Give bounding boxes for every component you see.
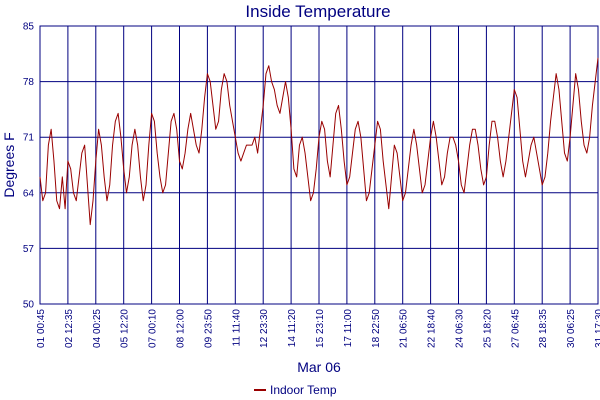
y-tick-label: 50 [23, 300, 35, 311]
x-axis-ticks: 01 00:45 02 12:35 04 00:25 05 12:20 07 00:10… [36, 309, 600, 348]
y-tick-label: 64 [23, 188, 35, 199]
x-tick-label: 12 23:30 [259, 309, 270, 348]
x-tick-label: 18 22:50 [371, 309, 382, 348]
legend: Indoor Temp [254, 383, 337, 397]
y-tick-label: 71 [23, 133, 35, 144]
x-tick-label: 01 00:45 [36, 309, 47, 348]
x-tick-label: 22 18:40 [427, 309, 438, 348]
series-line-indoor-temp [39, 57, 599, 226]
chart-title: Inside Temperature [245, 2, 390, 21]
y-axis-label: Degrees F [1, 132, 17, 197]
legend-label: Indoor Temp [270, 383, 337, 397]
x-tick-label: 02 12:35 [64, 309, 75, 348]
plot-frame [39, 25, 599, 305]
y-tick-label: 78 [23, 77, 35, 88]
x-tick-label: 07 00:10 [148, 309, 159, 348]
x-tick-label: 09 23:50 [203, 309, 214, 348]
x-tick-label: 27 06:45 [510, 309, 521, 348]
x-tick-label: 14 11:20 [287, 309, 298, 348]
y-tick-label: 85 [23, 22, 35, 33]
x-tick-label: 15 23:10 [315, 309, 326, 348]
series-layer [39, 57, 599, 226]
x-tick-label: 11 11:40 [231, 309, 242, 347]
x-tick-label: 24 06:30 [455, 309, 466, 348]
x-tick-label: 05 12:20 [120, 309, 131, 348]
y-tick-label: 57 [23, 244, 35, 255]
x-tick-label: 17 11:00 [343, 309, 354, 348]
x-tick-label: 31 17:30 [594, 309, 600, 348]
x-tick-label: 21 06:50 [399, 309, 410, 348]
x-tick-label: 04 00:25 [92, 309, 103, 348]
x-tick-label: 30 06:25 [566, 309, 577, 348]
x-tick-label: 08 12:00 [176, 309, 187, 348]
x-axis-label: Mar 06 [297, 359, 341, 375]
x-tick-label: 28 18:35 [538, 309, 549, 348]
x-tick-label: 25 18:20 [482, 309, 493, 348]
y-axis-ticks: 50 57 64 71 78 85 [23, 22, 35, 311]
